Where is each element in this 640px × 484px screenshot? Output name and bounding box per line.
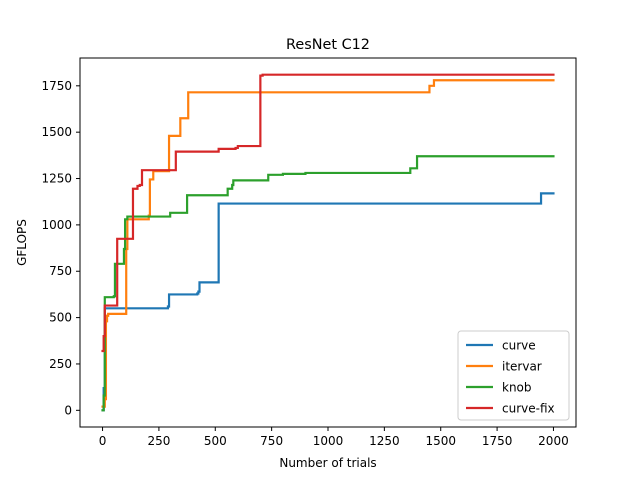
legend-label-knob: knob bbox=[502, 381, 532, 395]
legend-label-curve-fix: curve-fix bbox=[502, 402, 555, 416]
series-layer bbox=[101, 73, 555, 412]
series-line-curve-fix bbox=[101, 73, 555, 353]
x-tick-label: 500 bbox=[204, 434, 227, 448]
x-tick-label: 250 bbox=[147, 434, 170, 448]
y-axis-label: GFLOPS bbox=[15, 219, 29, 266]
y-tick-label: 750 bbox=[49, 264, 72, 278]
x-axis-label: Number of trials bbox=[279, 456, 376, 470]
x-tick-label: 1750 bbox=[482, 434, 513, 448]
y-tick-label: 1250 bbox=[41, 172, 72, 186]
x-tick-label: 1000 bbox=[313, 434, 344, 448]
y-tick-label: 500 bbox=[49, 311, 72, 325]
y-tick-label: 0 bbox=[64, 403, 72, 417]
x-tick-label: 1250 bbox=[369, 434, 400, 448]
legend-label-curve: curve bbox=[502, 339, 536, 353]
x-axis-ticks: 0 250 500 750 1000 1250 1500 1750 2000 bbox=[99, 427, 569, 448]
y-tick-label: 1750 bbox=[41, 79, 72, 93]
y-axis-ticks: 0 250 500 750 1000 1250 1500 1750 bbox=[41, 79, 80, 417]
y-tick-label: 1000 bbox=[41, 218, 72, 232]
series-line-itervar bbox=[101, 79, 555, 408]
series-line-knob bbox=[101, 155, 555, 412]
x-tick-label: 750 bbox=[260, 434, 283, 448]
legend-box bbox=[457, 330, 570, 421]
chart-title: ResNet C12 bbox=[286, 37, 370, 53]
y-tick-label: 250 bbox=[49, 357, 72, 371]
y-tick-label: 1500 bbox=[41, 125, 72, 139]
x-tick-label: 0 bbox=[99, 434, 107, 448]
x-tick-label: 1500 bbox=[425, 434, 456, 448]
legend: curve itervar knob curve-fix bbox=[457, 330, 570, 421]
legend-label-itervar: itervar bbox=[502, 360, 542, 374]
x-tick-label: 2000 bbox=[538, 434, 569, 448]
